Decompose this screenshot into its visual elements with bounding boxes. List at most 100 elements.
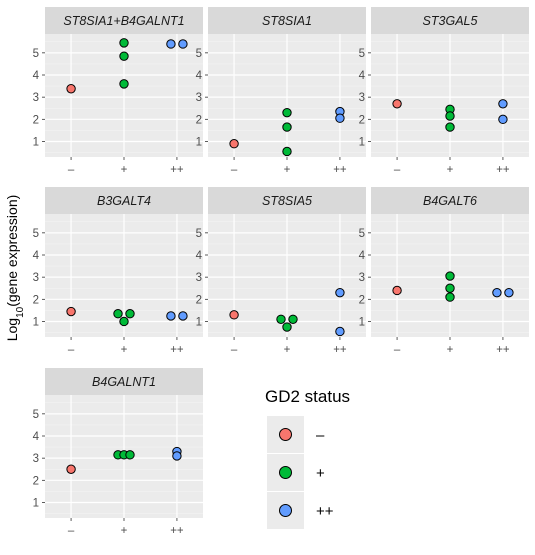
data-point: [445, 283, 455, 293]
y-tick-label: 1: [33, 136, 39, 148]
facet-title: B4GALT6: [423, 194, 477, 208]
y-tick-label: 1: [359, 136, 365, 148]
y-tick-label: 1: [196, 136, 202, 148]
data-point: [445, 111, 455, 121]
data-point: [392, 99, 402, 109]
x-tick-label: ++: [496, 164, 510, 176]
y-tick-label: 3: [359, 272, 365, 284]
y-tick-label: 5: [196, 48, 202, 60]
x-tick-label: +: [121, 344, 128, 356]
facet-title: B3GALT4: [97, 194, 151, 208]
data-point: [166, 311, 176, 321]
y-tick-label: 4: [33, 431, 40, 443]
data-point: [445, 122, 455, 132]
y-tick-label: 4: [33, 70, 40, 82]
x-tick-label: +: [284, 164, 291, 176]
data-point: [125, 450, 135, 460]
data-point: [66, 464, 76, 474]
data-point: [119, 79, 129, 89]
legend-label: +: [316, 465, 325, 482]
legend-swatch: [279, 504, 292, 517]
data-point: [492, 287, 502, 298]
data-point: [282, 122, 292, 132]
y-tick-label: 4: [196, 250, 203, 262]
data-point: [445, 292, 455, 302]
x-tick-label: +: [447, 164, 454, 176]
facet-strip: [45, 187, 203, 214]
data-point: [288, 314, 298, 324]
y-tick-label: 1: [33, 316, 39, 328]
facet-strip: [208, 7, 366, 34]
data-point: [119, 51, 129, 61]
x-tick-label: –: [231, 164, 238, 176]
data-point: [229, 139, 239, 149]
data-point: [125, 309, 135, 319]
y-axis-label-subscript: 10: [15, 306, 26, 318]
y-tick-label: 5: [33, 228, 39, 240]
x-tick-label: –: [231, 344, 238, 356]
data-point: [119, 316, 129, 327]
y-tick-label: 3: [196, 272, 202, 284]
facet-title: ST8SIA1+B4GALNT1: [63, 14, 184, 28]
facet-title: ST8SIA1: [262, 14, 312, 28]
y-tick-label: 1: [33, 497, 39, 509]
data-point: [335, 113, 345, 123]
y-tick-label: 2: [196, 114, 202, 126]
x-tick-label: ++: [170, 525, 184, 537]
x-tick-label: +: [121, 164, 128, 176]
data-point: [113, 309, 123, 319]
facet-title: ST3GAL5: [423, 14, 478, 28]
legend-swatch: [279, 428, 292, 441]
y-tick-label: 3: [33, 92, 39, 104]
y-tick-label: 2: [196, 294, 202, 306]
legend-swatch: [279, 466, 292, 479]
x-tick-label: +: [284, 344, 291, 356]
y-tick-label: 5: [33, 409, 39, 421]
data-point: [119, 38, 129, 48]
y-tick-label: 2: [359, 294, 365, 306]
facet-title: ST8SIA5: [262, 194, 312, 208]
y-tick-label: 5: [33, 48, 39, 60]
y-tick-label: 2: [33, 475, 39, 487]
y-tick-label: 4: [359, 250, 366, 262]
data-point: [335, 326, 345, 337]
data-point: [172, 451, 182, 461]
data-point: [282, 107, 292, 118]
facet-strip: [208, 187, 366, 214]
y-tick-label: 1: [196, 316, 202, 328]
y-tick-label: 3: [33, 453, 39, 465]
x-tick-label: ++: [333, 164, 347, 176]
data-point: [178, 39, 188, 49]
data-point: [498, 99, 508, 109]
y-tick-label: 3: [33, 272, 39, 284]
data-point: [445, 271, 455, 281]
y-tick-label: 4: [196, 70, 203, 82]
y-tick-label: 3: [359, 92, 365, 104]
y-tick-label: 5: [196, 228, 202, 240]
y-axis-label: Log10(gene expression): [4, 195, 26, 342]
facet-strip: [45, 368, 203, 395]
x-tick-label: –: [394, 164, 401, 176]
facet-strip: [371, 187, 529, 214]
legend-label: –: [316, 427, 325, 444]
x-tick-label: ++: [170, 344, 184, 356]
y-tick-label: 2: [359, 114, 365, 126]
data-point: [229, 310, 239, 320]
data-point: [504, 287, 514, 298]
x-tick-label: +: [447, 344, 454, 356]
data-point: [282, 146, 292, 157]
data-point: [166, 39, 176, 49]
data-point: [178, 311, 188, 321]
x-tick-label: –: [68, 164, 75, 176]
y-tick-label: 4: [359, 70, 366, 82]
data-point: [66, 306, 76, 317]
y-tick-label: 5: [359, 48, 365, 60]
x-tick-label: ++: [170, 164, 184, 176]
facet-strip: [371, 7, 529, 34]
